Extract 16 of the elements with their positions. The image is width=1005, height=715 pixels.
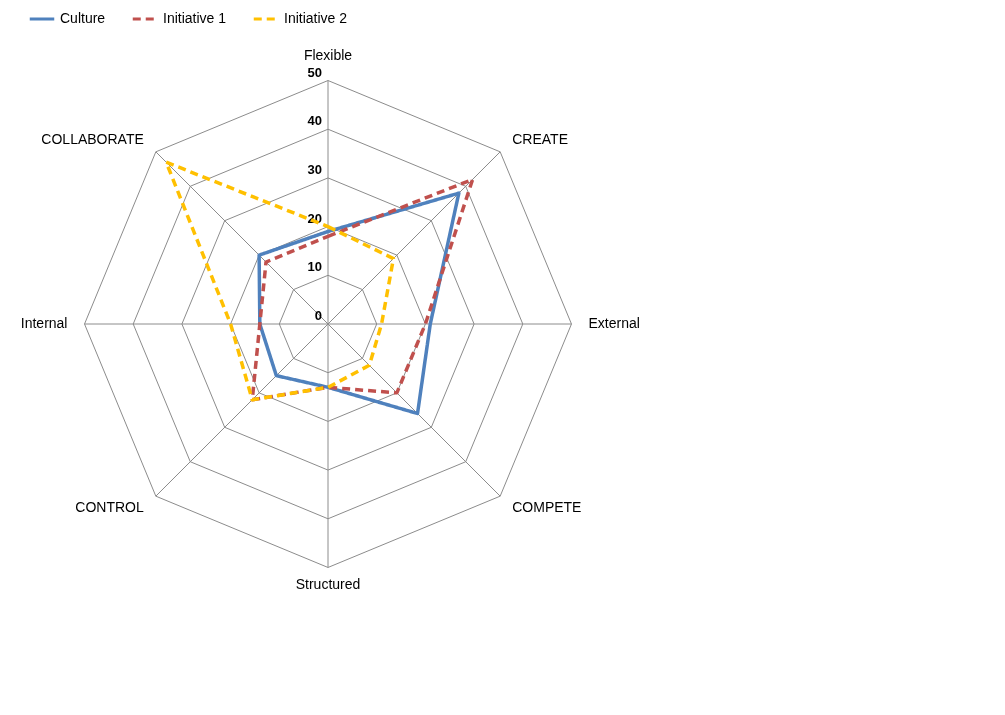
y-tick-label: 50 — [307, 64, 322, 80]
spoke-label: CREATE — [512, 130, 568, 147]
spoke-label: Internal — [20, 315, 68, 331]
spoke-label: COLLABORATE — [41, 130, 144, 147]
legend-label: Initiative 2 — [284, 10, 348, 26]
spoke-label: External — [588, 315, 640, 331]
y-tick-label: 10 — [307, 259, 322, 275]
spoke-label: Flexible — [303, 47, 353, 64]
legend-label: Culture — [60, 10, 106, 26]
spoke-label: CONTROL — [75, 499, 144, 516]
legend-label: Initiative 1 — [163, 10, 227, 26]
y-tick-label: 30 — [307, 161, 322, 177]
spoke-label: Structured — [295, 575, 361, 592]
y-tick-label: 40 — [307, 113, 322, 129]
spoke-label: COMPETE — [512, 499, 582, 516]
y-tick-label: 0 — [314, 308, 322, 323]
